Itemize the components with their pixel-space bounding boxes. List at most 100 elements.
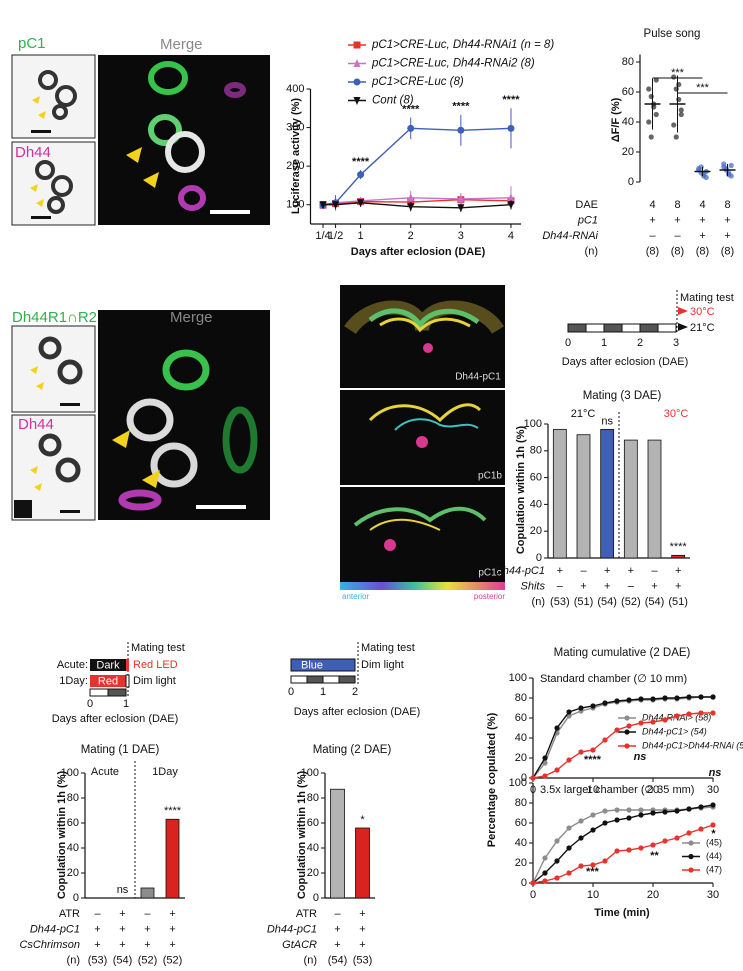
schematic-tick: 3 — [673, 337, 679, 349]
y-tick-label: 60 — [622, 86, 634, 98]
annotation: *** — [696, 82, 710, 94]
y-tick-label: 100 — [61, 767, 79, 779]
y-tick-label: 0 — [73, 892, 79, 904]
legend-label: pC1>CRE-Luc, Dh44-RNAi1 (n = 8) — [371, 39, 554, 51]
y-tick-label: 20 — [530, 525, 542, 537]
data-point — [671, 122, 677, 128]
marker — [542, 870, 548, 876]
row-cell: (54) — [328, 954, 348, 966]
row-cell: + — [557, 565, 563, 577]
chart-title: Mating (1 DAE) — [81, 744, 160, 756]
timeline — [89, 688, 109, 697]
schematic-tick: 2 — [352, 686, 358, 698]
row-cell: + — [334, 923, 340, 935]
cell-outlines — [38, 336, 83, 483]
y-tick-label: 0 — [521, 772, 527, 784]
legend-label: (47) — [706, 864, 722, 874]
arrowhead — [143, 172, 159, 188]
timeline — [290, 675, 356, 684]
marker — [638, 812, 644, 818]
y-tick-label: 40 — [622, 116, 634, 128]
marker — [554, 725, 560, 731]
legend-label: pC1>CRE-Luc (8) — [371, 76, 464, 88]
row-cell: (53) — [353, 954, 373, 966]
annotation: *** — [586, 866, 600, 878]
y-tick-label: 100 — [286, 199, 304, 211]
image-label: Dh44-pC1 — [455, 372, 501, 383]
axis-end-label: anterior — [342, 592, 369, 601]
y-tick-label: 40 — [307, 842, 319, 854]
marker — [542, 855, 548, 861]
marker — [357, 199, 365, 208]
bar — [671, 554, 686, 559]
y-tick-label: 100 — [524, 418, 542, 430]
marker — [650, 719, 656, 725]
marker — [650, 810, 656, 816]
marker — [407, 193, 415, 202]
marker — [650, 696, 656, 702]
marker — [353, 41, 361, 49]
scale-bar — [31, 216, 51, 219]
image-label: pC1c — [478, 568, 501, 579]
arrowheads — [30, 366, 44, 491]
row-cell: (53) — [88, 954, 108, 966]
y-tick-label: 80 — [622, 56, 634, 68]
marker — [626, 847, 632, 853]
row-cell: + — [675, 565, 681, 577]
legend-label: (44) — [706, 851, 722, 861]
image-label: Dh44 — [18, 416, 54, 433]
row-label: DAE — [575, 199, 598, 211]
row-cell: + — [359, 939, 365, 951]
series-line — [532, 824, 714, 884]
bar — [600, 428, 615, 559]
axis-end-label: posterior — [474, 592, 505, 601]
row-label: ATR — [59, 908, 80, 920]
marker — [626, 807, 632, 813]
marker — [590, 827, 596, 833]
schematic-text: Dim light — [361, 659, 404, 671]
schematic-text: Mating test — [361, 642, 415, 654]
marker — [554, 838, 560, 844]
data-point — [673, 86, 679, 92]
bar — [552, 428, 567, 559]
y-tick-label: 60 — [530, 472, 542, 484]
y-tick-label: 100 — [509, 672, 527, 684]
brain-image — [340, 285, 505, 388]
y-tick-label: 60 — [307, 817, 319, 829]
y-tick-label: 40 — [67, 842, 79, 854]
marker — [590, 862, 596, 868]
marker — [542, 755, 548, 761]
marker — [662, 695, 668, 701]
scale-bar — [31, 130, 51, 133]
marker — [614, 817, 620, 823]
y-tick-label: 0 — [536, 552, 542, 564]
annotation: ns — [634, 751, 647, 763]
row-cell: + — [604, 565, 610, 577]
legend-label: Dh44-pC1>Dh44-RNAi (51) — [642, 740, 743, 750]
annotation: **** — [583, 754, 601, 766]
x-tick-label: 4 — [508, 230, 514, 242]
row-cell: + — [675, 580, 681, 592]
row-cell: (8) — [721, 245, 734, 257]
marker — [357, 171, 365, 179]
significance: **** — [502, 94, 520, 106]
marker — [674, 713, 680, 719]
marker — [566, 870, 572, 876]
x-tick-label: 0 — [530, 889, 536, 901]
arrowhead — [142, 470, 160, 488]
blob — [14, 500, 32, 518]
bar — [647, 439, 662, 559]
x-tick-label: 1/4 — [315, 230, 330, 242]
data-point — [676, 81, 682, 88]
y-axis-label: Percentage copulated (%) — [486, 712, 498, 847]
row-cell: + — [94, 923, 100, 935]
schematic-text: Dim light — [133, 675, 176, 687]
schematic-tick: 1 — [601, 337, 607, 349]
bar — [355, 827, 370, 899]
y-axis-label: Copulation within 1h (%) — [515, 426, 527, 555]
schematic-text: Mating test — [131, 642, 185, 654]
marker — [674, 695, 680, 701]
row-cell: + — [119, 923, 125, 935]
series-line — [323, 202, 512, 209]
